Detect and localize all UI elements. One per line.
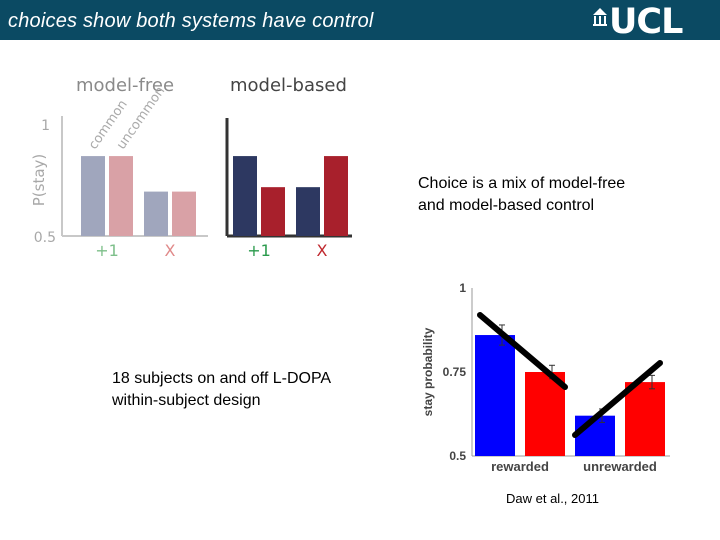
y-tick-label: 1 <box>459 281 466 295</box>
annotation-stroke <box>477 312 568 390</box>
bar <box>81 156 105 236</box>
citation: Daw et al., 2011 <box>506 491 599 506</box>
panel-title: model-free <box>76 75 174 96</box>
subjects-line-2: within-subject design <box>112 392 261 409</box>
bar <box>324 156 348 236</box>
y-tick-label: 0.5 <box>449 449 466 463</box>
bar <box>296 187 320 236</box>
bar <box>525 372 565 456</box>
y-axis-label: stay probability <box>421 327 435 416</box>
choice-mix-text: Choice is a mix of model-free and model-… <box>418 173 625 217</box>
panel-title: model-based <box>230 75 347 96</box>
bar <box>575 415 615 456</box>
bar <box>261 187 285 236</box>
category-label: unrewarded <box>583 459 657 474</box>
category-label: X <box>165 241 176 260</box>
y-tick-label: 0.5 <box>34 230 56 246</box>
y-tick-label: 1 <box>41 118 50 134</box>
choice-mix-line-2: and model-based control <box>418 197 595 214</box>
portico-icon <box>593 8 607 26</box>
category-label: rewarded <box>491 459 549 474</box>
annotation-stroke <box>572 360 663 438</box>
bar <box>109 156 133 236</box>
ucl-logo: UCL <box>592 2 702 42</box>
choice-mix-line-1: Choice is a mix of model-free <box>418 175 626 192</box>
subjects-line-1: 18 subjects on and off L-DOPA <box>112 370 332 387</box>
category-label: +1 <box>95 241 119 260</box>
y-axis-label: P(stay) <box>30 154 48 207</box>
category-label: +1 <box>247 241 271 260</box>
category-label: X <box>317 241 328 260</box>
stay-probability-chart: stay probability 1 0.75 0.5 rewarded unreward… <box>421 281 670 474</box>
bar <box>625 382 665 456</box>
title-bar: choices show both systems have control U… <box>0 0 720 42</box>
logo-text: UCL <box>609 2 683 42</box>
bar <box>172 191 196 236</box>
bar <box>144 191 168 236</box>
bar <box>475 335 515 456</box>
y-tick-label: 0.75 <box>443 365 467 379</box>
bar <box>233 156 257 236</box>
slide-title: choices show both systems have control <box>8 10 374 32</box>
subjects-text: 18 subjects on and off L-DOPA within-sub… <box>112 368 331 412</box>
